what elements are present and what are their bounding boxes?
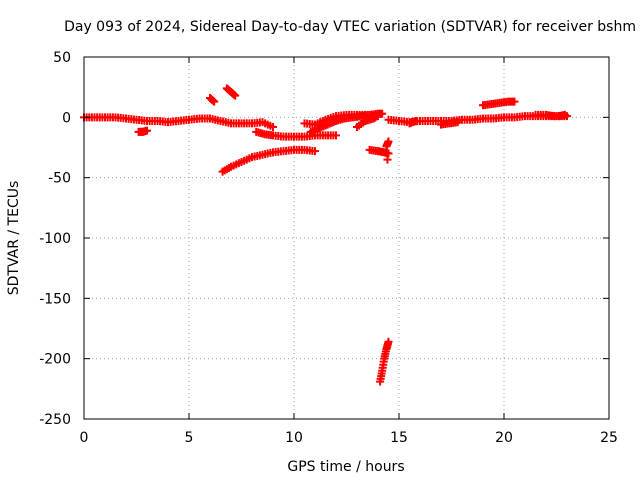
series-arc-lower-a bbox=[252, 127, 340, 141]
y-tick-label: -200 bbox=[39, 352, 71, 368]
x-tick-label: 20 bbox=[495, 430, 513, 446]
x-tick-label: 10 bbox=[285, 430, 303, 446]
chart-title: Day 093 of 2024, Sidereal Day-to-day VTE… bbox=[64, 19, 636, 35]
series-arc-spike-b bbox=[376, 337, 393, 386]
y-tick-label: -50 bbox=[48, 171, 71, 187]
series-arc-drop-a bbox=[353, 110, 382, 131]
y-axis-label: SDTVAR / TECUs bbox=[6, 181, 22, 296]
series-arc-rising-b bbox=[222, 84, 240, 100]
series-arc-small-a bbox=[134, 126, 151, 136]
y-tick-label: -250 bbox=[39, 412, 71, 428]
series-arc-end-b bbox=[554, 110, 569, 121]
series-arc-mid-b bbox=[306, 109, 387, 136]
data-point bbox=[332, 131, 340, 140]
series-arc-curve-a bbox=[218, 145, 319, 176]
y-tick-label: 50 bbox=[53, 50, 71, 66]
data-point bbox=[378, 109, 387, 118]
series-arc-rising-a bbox=[206, 94, 219, 106]
series-arc-drop-b bbox=[365, 145, 393, 158]
data-point bbox=[510, 97, 519, 106]
data-points bbox=[80, 84, 571, 386]
data-point bbox=[374, 110, 382, 119]
data-point bbox=[269, 122, 277, 131]
data-point bbox=[143, 126, 151, 135]
x-tick-label: 5 bbox=[185, 430, 194, 446]
y-tick-label: 0 bbox=[62, 110, 71, 126]
data-point bbox=[560, 110, 569, 119]
series-arc-baseline-a bbox=[80, 113, 277, 131]
data-point bbox=[384, 149, 393, 158]
series-arc-spike-c bbox=[383, 155, 392, 164]
x-tick-label: 0 bbox=[80, 430, 89, 446]
data-point bbox=[210, 97, 219, 106]
x-tick-label: 25 bbox=[600, 430, 618, 446]
y-axis-ticks: -250 -200 -150 -100 -50 0 50 bbox=[39, 50, 609, 428]
x-axis-label: GPS time / hours bbox=[287, 459, 404, 475]
series-arc-spike-a bbox=[382, 137, 393, 151]
data-point bbox=[311, 147, 319, 156]
series-arc-dip-a bbox=[405, 116, 420, 128]
x-axis-ticks: 0 5 10 15 20 25 bbox=[80, 57, 618, 446]
series-arc-end-a bbox=[531, 110, 559, 121]
data-point bbox=[411, 116, 420, 125]
data-point bbox=[231, 91, 240, 100]
data-point bbox=[384, 337, 393, 346]
y-tick-label: -150 bbox=[39, 291, 71, 307]
data-point bbox=[384, 137, 393, 146]
data-point bbox=[453, 118, 462, 127]
series-arc-tail-a bbox=[437, 118, 462, 129]
y-tick-label: -100 bbox=[39, 231, 71, 247]
data-point bbox=[383, 155, 392, 164]
series-arc-high-a bbox=[479, 97, 519, 110]
x-tick-label: 15 bbox=[390, 430, 408, 446]
